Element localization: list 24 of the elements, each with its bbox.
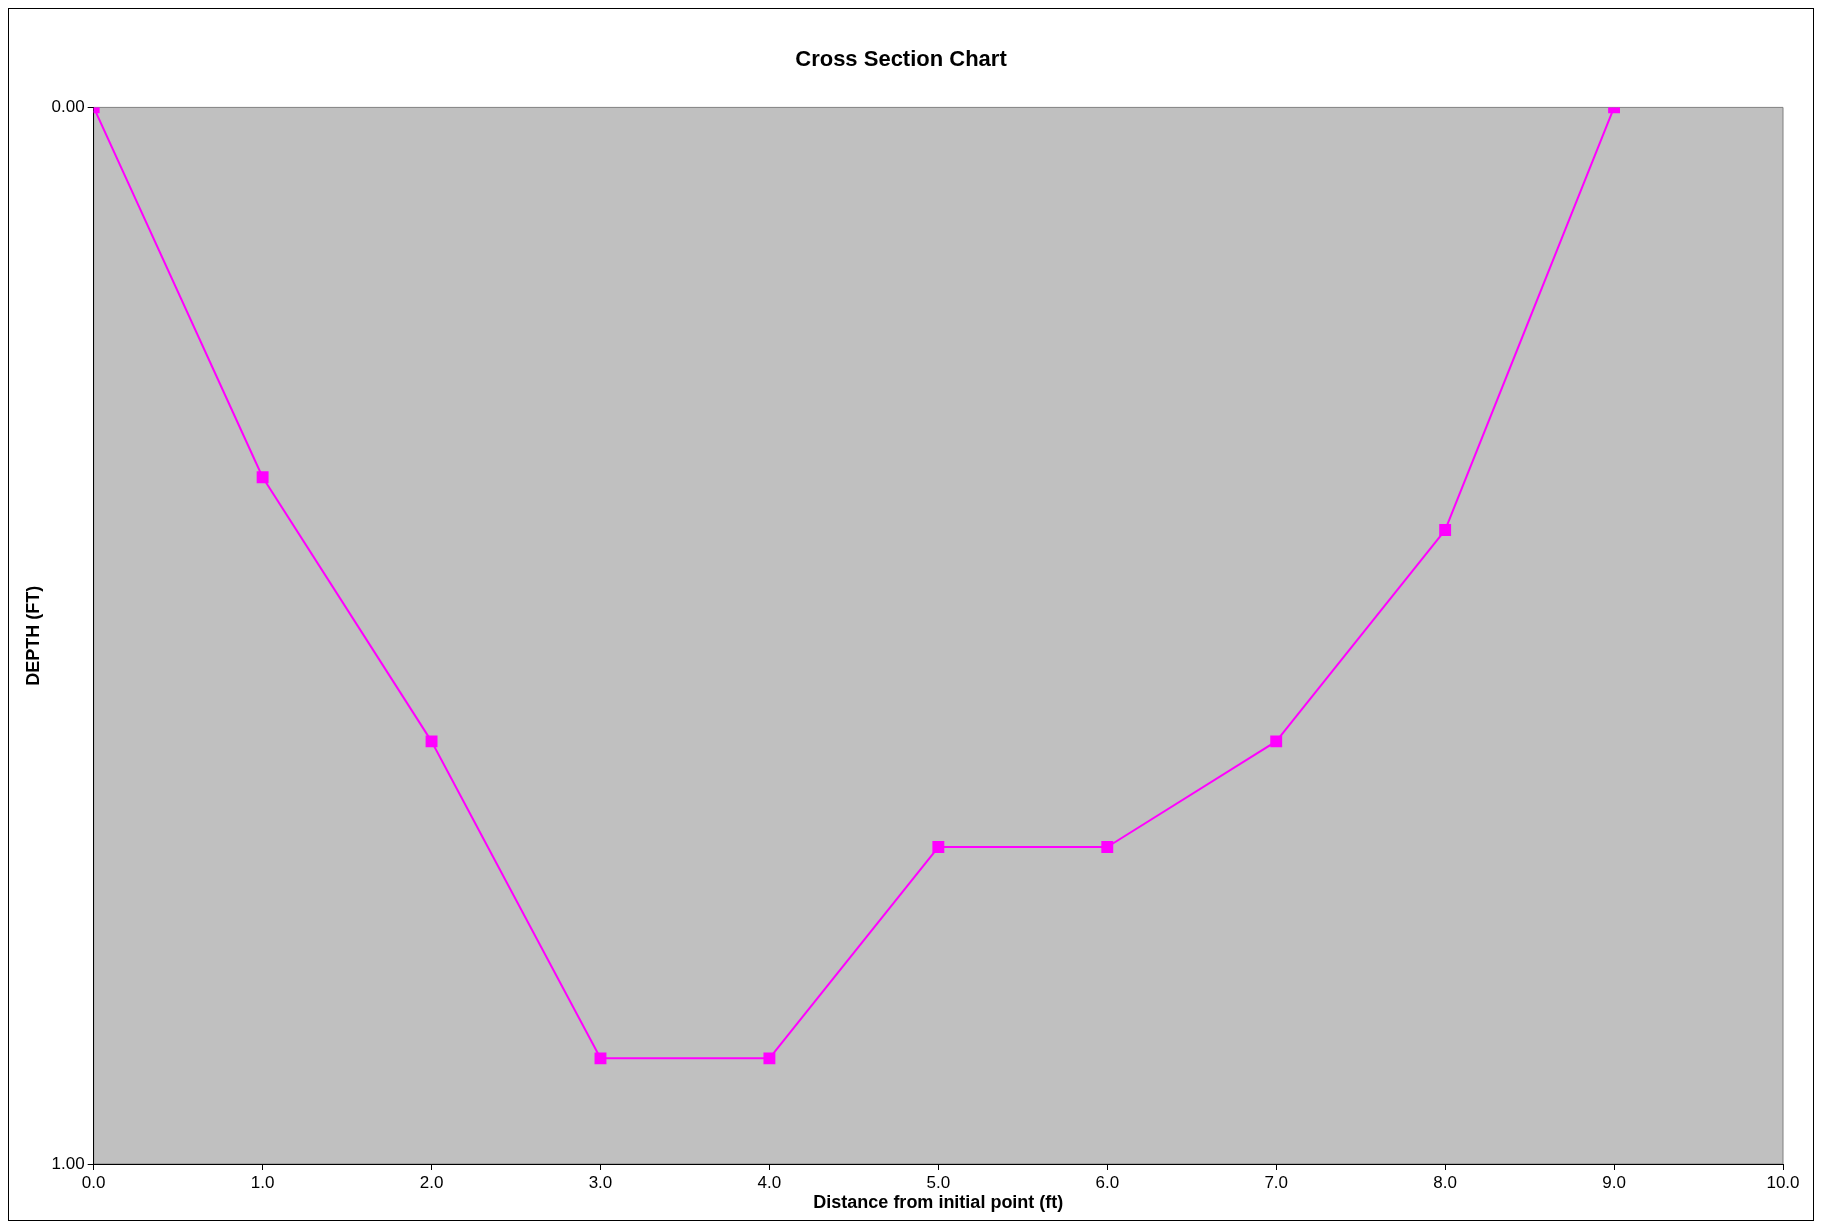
- x-tick-label: 4.0: [757, 1172, 782, 1192]
- point: [1439, 524, 1452, 536]
- x-axis-title: Distance from initial point (ft): [813, 1192, 1064, 1213]
- point: [1101, 841, 1114, 853]
- point: [256, 471, 269, 484]
- x-tick-label: 6.0: [1095, 1172, 1120, 1192]
- point: [932, 841, 945, 853]
- x-tick-label: 9.0: [1602, 1172, 1626, 1192]
- point: [594, 1052, 607, 1065]
- x-tick-label: 7.0: [1264, 1172, 1289, 1192]
- point: [1270, 735, 1283, 748]
- y-tick-label: 0.00: [51, 97, 85, 117]
- chart-title: Cross Section Chart: [795, 46, 1008, 72]
- point: [425, 735, 438, 748]
- x-tick-label: 1.0: [250, 1172, 275, 1192]
- y-tick-label: 1.00: [51, 1153, 85, 1173]
- y-axis-title: DEPTH (FT): [22, 585, 43, 686]
- point: [763, 1052, 776, 1065]
- x-tick-label: 3.0: [588, 1172, 613, 1192]
- x-tick-label: 2.0: [419, 1172, 444, 1192]
- x-tick-label: 5.0: [926, 1172, 951, 1192]
- x-tick-label: 8.0: [1433, 1172, 1457, 1192]
- x-tick-label: 10.0: [1766, 1172, 1800, 1192]
- x-tick-label: 0.0: [81, 1172, 106, 1192]
